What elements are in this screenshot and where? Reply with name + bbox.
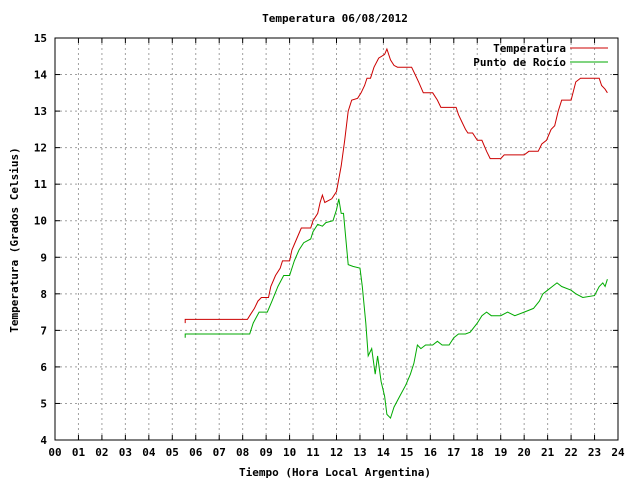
series-layer — [184, 47, 608, 420]
x-tick-label: 11 — [306, 446, 320, 459]
x-axis-label: Tiempo (Hora Local Argentina) — [239, 466, 431, 479]
x-tick-label: 15 — [400, 446, 413, 459]
x-tick-label: 18 — [471, 446, 484, 459]
x-tick-label: 08 — [236, 446, 249, 459]
x-tick-label: 17 — [447, 446, 460, 459]
x-tick-label: 04 — [142, 446, 156, 459]
x-tick-label: 19 — [494, 446, 507, 459]
x-tick-label: 06 — [189, 446, 203, 459]
x-tick-label: 16 — [424, 446, 438, 459]
x-tick-label: 05 — [166, 446, 179, 459]
y-tick-label: 7 — [40, 324, 47, 337]
x-tick-label: 23 — [588, 446, 601, 459]
x-tick-label: 24 — [611, 446, 625, 459]
x-tick-label: 01 — [72, 446, 86, 459]
y-tick-label: 9 — [40, 251, 47, 264]
y-tick-label: 4 — [40, 434, 47, 447]
x-tick-label: 20 — [518, 446, 531, 459]
y-axis-label: Temperatura (Grados Celsius) — [8, 147, 21, 332]
y-tick-label: 11 — [34, 178, 48, 191]
x-tick-label: 00 — [48, 446, 61, 459]
ticks: 00 01 02 03 04 05 06 07 08 09 10 11 12 13 14 15 16 17 18 19… — [34, 32, 625, 459]
x-tick-label: 09 — [260, 446, 273, 459]
x-tick-label: 02 — [95, 446, 108, 459]
y-tick-label: 13 — [34, 105, 47, 118]
x-tick-label: 21 — [541, 446, 555, 459]
legend-label-punto-de-rocio: Punto de Rocío — [473, 56, 566, 69]
y-tick-label: 12 — [34, 142, 47, 155]
x-tick-label: 22 — [564, 446, 577, 459]
series-line-punto-de-rocio — [184, 198, 608, 420]
y-tick-label: 14 — [34, 69, 48, 82]
legend-label-temperatura: Temperatura — [493, 42, 566, 55]
series-line-temperatura — [184, 47, 608, 324]
y-tick-label: 10 — [34, 215, 47, 228]
x-tick-label: 03 — [119, 446, 132, 459]
x-tick-label: 13 — [353, 446, 366, 459]
y-tick-label: 8 — [40, 288, 47, 301]
y-tick-label: 15 — [34, 32, 47, 45]
x-tick-label: 12 — [330, 446, 343, 459]
x-tick-label: 07 — [213, 446, 226, 459]
x-tick-label: 10 — [283, 446, 296, 459]
legend: Temperatura Punto de Rocío — [473, 42, 608, 69]
y-tick-label: 6 — [40, 361, 47, 374]
grid — [55, 38, 618, 440]
y-tick-label: 5 — [40, 397, 47, 410]
chart-title: Temperatura 06/08/2012 — [262, 12, 408, 25]
x-tick-label: 14 — [377, 446, 391, 459]
